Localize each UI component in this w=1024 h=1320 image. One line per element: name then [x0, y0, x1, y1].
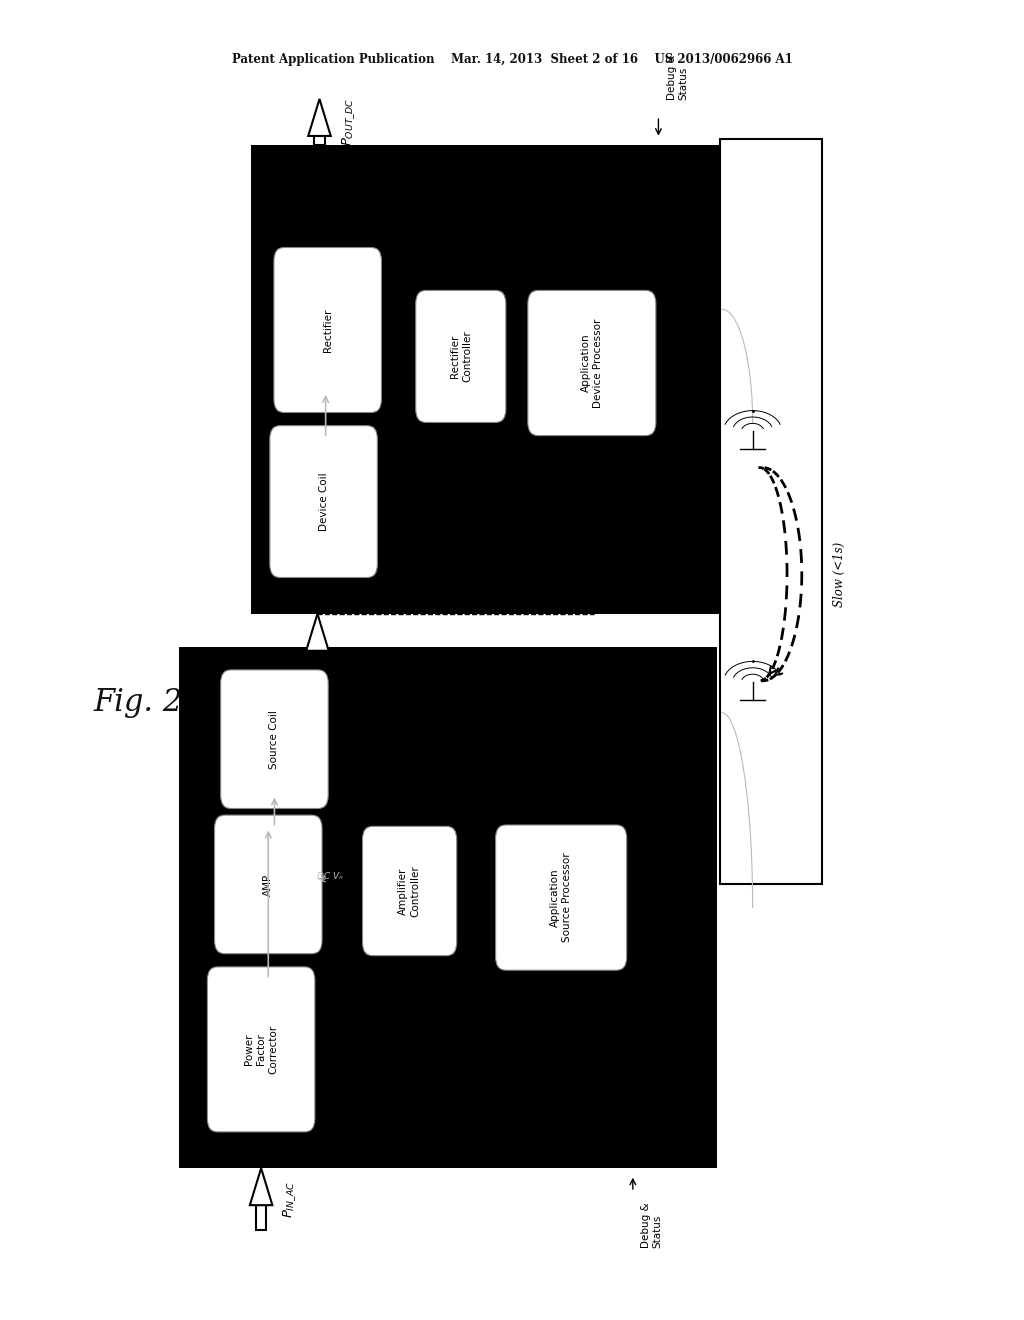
FancyBboxPatch shape [207, 966, 315, 1133]
FancyBboxPatch shape [496, 825, 627, 970]
Text: Fig. 2: Fig. 2 [93, 686, 183, 718]
FancyBboxPatch shape [270, 425, 378, 578]
FancyBboxPatch shape [274, 248, 382, 412]
FancyBboxPatch shape [528, 290, 655, 436]
Text: Rectifier: Rectifier [323, 309, 333, 351]
Bar [314, 136, 325, 145]
FancyBboxPatch shape [215, 814, 322, 953]
FancyBboxPatch shape [416, 290, 506, 422]
Bar [312, 647, 323, 651]
FancyBboxPatch shape [362, 826, 457, 956]
Polygon shape [306, 614, 329, 651]
Text: Power
Factor
Corrector: Power Factor Corrector [244, 1024, 279, 1074]
Polygon shape [250, 1168, 272, 1205]
Bar [251, 145, 722, 614]
Bar [720, 139, 822, 884]
Text: DC Vₙ: DC Vₙ [317, 873, 343, 880]
Text: AMP: AMP [263, 874, 273, 895]
Text: Rectifier
Controller: Rectifier Controller [450, 330, 472, 383]
Polygon shape [308, 99, 331, 136]
Bar [256, 1205, 266, 1230]
Text: $P_{OUT\_DC}$: $P_{OUT\_DC}$ [340, 98, 356, 147]
Bar [179, 647, 717, 1168]
Text: Application
Source Processor: Application Source Processor [550, 853, 572, 942]
Text: Patent Application Publication    Mar. 14, 2013  Sheet 2 of 16    US 2013/006296: Patent Application Publication Mar. 14, … [231, 53, 793, 66]
Text: Amplifier
Controller: Amplifier Controller [398, 865, 421, 917]
Text: Debug &
Status: Debug & Status [641, 1203, 663, 1249]
Text: Debug &
Status: Debug & Status [667, 54, 688, 100]
Text: Application
Device Processor: Application Device Processor [581, 318, 603, 408]
FancyBboxPatch shape [221, 671, 328, 808]
Text: Slow (<1s): Slow (<1s) [834, 541, 846, 607]
Text: Source Coil: Source Coil [269, 710, 280, 768]
Text: $P_{IN\_AC}$: $P_{IN\_AC}$ [282, 1180, 298, 1218]
Text: Device Coil: Device Coil [318, 473, 329, 531]
